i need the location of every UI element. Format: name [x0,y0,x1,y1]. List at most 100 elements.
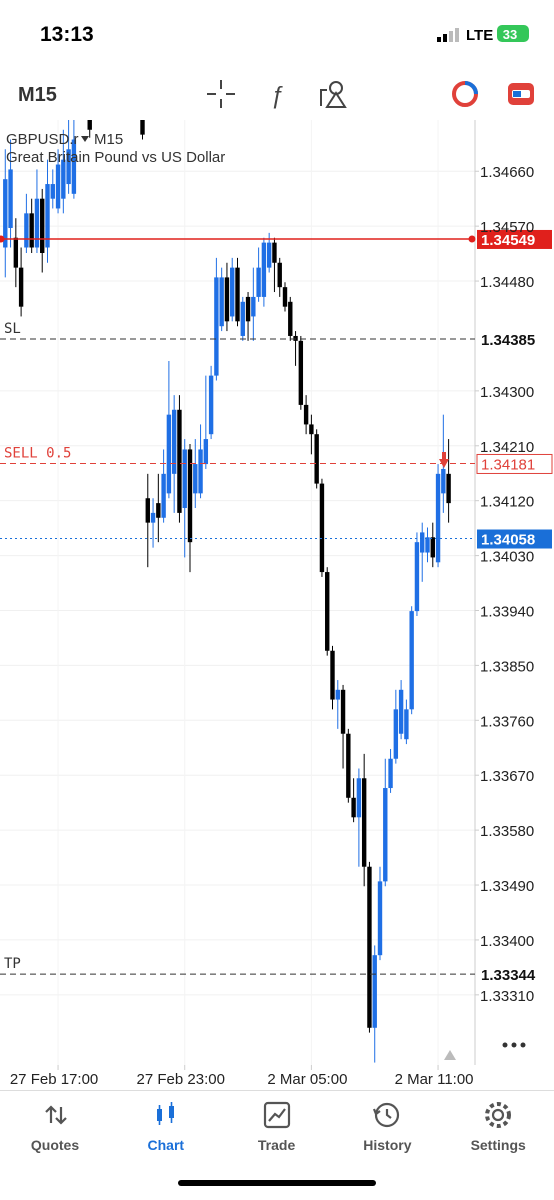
candle-body [8,169,13,228]
symbol[interactable]: GBPUSD.r [6,131,79,148]
y-tick-label: 1.33310 [480,988,534,1005]
candle-body [182,449,187,509]
nav-item[interactable]: Chart [111,1099,221,1153]
candle-body [166,414,172,494]
level-handle [468,235,476,243]
nav-label: Trade [257,1137,296,1153]
candle-body [277,262,282,288]
candle-body [40,198,45,253]
candle-body [346,733,351,798]
price-tag-label: 1.33344 [481,967,536,984]
candle-body [377,881,383,956]
candle-body [240,301,245,336]
candle-body [330,650,335,700]
candle-body [446,473,451,504]
levels: SL 1.34385 SELL 0.5 1.34181 1.34058 1.34549 TP… [0,229,553,985]
level-label: SELL 0.5 [4,445,71,461]
nav-icon [485,1102,512,1128]
indicators-button[interactable]: ƒ [270,82,283,109]
candle-body [198,449,203,494]
candle-body [140,120,145,135]
candle-body [293,335,298,341]
nav-icon [373,1102,400,1128]
level-handle [0,235,5,243]
candles [3,120,451,1063]
symbol-dropdown[interactable] [81,136,89,142]
candle-body [325,572,330,651]
candle-body [224,277,230,322]
candle-body [34,198,40,248]
scroll-end-marker[interactable] [444,1050,456,1060]
nav-icon [156,1102,174,1125]
y-tick-label: 1.33490 [480,878,534,895]
price-tag [477,965,552,985]
candle-body [161,473,166,518]
nav-icon [45,1105,67,1125]
candle-body [367,866,372,1028]
candle-body [24,213,29,248]
candle-body [266,242,272,268]
clock: 13:13 [40,23,94,46]
nav-item[interactable]: Quotes [0,1099,110,1153]
price-tag-label: 1.34549 [481,232,535,249]
candle-body [251,296,256,317]
y-tick-label: 1.33580 [480,823,534,840]
candle-body [335,689,340,700]
price-tag [476,453,553,474]
candle-body [314,434,319,484]
candle-body [340,689,346,734]
nav-item[interactable]: Settings [443,1099,553,1153]
x-tick-label: 27 Feb 17:00 [10,1071,98,1088]
level-label: SL [4,321,21,337]
candle-body [303,404,309,425]
more-button[interactable] [502,1042,526,1048]
candle-body [87,120,92,130]
timeframe-button[interactable]: M15 [18,84,57,106]
candle-body [156,503,161,518]
nav-label: Settings [470,1137,526,1153]
grid [0,120,475,1065]
trade-button[interactable] [452,81,478,107]
candle-body [435,473,441,563]
nav-item[interactable]: History [332,1099,442,1153]
sell-arrow [439,452,449,468]
y-tick-label: 1.33760 [480,713,534,730]
candle-body [441,468,446,494]
candle-body [219,277,224,327]
toolbar: M15 ƒ [18,80,534,109]
account-button[interactable] [508,83,534,105]
candle-body [230,267,235,317]
network: LTE [466,27,493,44]
y-tick-label: 1.34030 [480,549,534,566]
candle-body [177,409,182,513]
candle-body [288,301,293,336]
price-tag [477,529,552,549]
candle-body [430,537,435,558]
y-tick-label: 1.34300 [480,384,534,401]
battery-level: 33 [503,27,517,42]
crosshair-button[interactable] [207,80,235,108]
price-tag [477,229,552,249]
y-tick-label: 1.33670 [480,768,534,785]
bottom-nav: Quotes Chart Trade History Settings [0,1090,554,1200]
battery-icon [497,25,529,42]
candle-body [414,542,420,612]
symbol-description: Great Britain Pound vs US Dollar [6,149,225,166]
objects-button[interactable] [320,81,347,108]
chart: SL 1.34385 SELL 0.5 1.34181 1.34058 1.34549 TP… [0,120,553,1088]
x-tick-label: 2 Mar 05:00 [267,1071,347,1088]
candle-body [50,184,55,199]
y-tick-label: 1.34570 [480,219,534,236]
candle-body [272,242,277,263]
candle-body [361,778,367,867]
candle-body [356,778,362,818]
candle-body [404,709,409,740]
candle-body [3,179,8,248]
nav-item[interactable]: Trade [222,1099,332,1153]
candle-body [425,537,430,553]
y-tick-label: 1.34480 [480,274,534,291]
candle-body [193,464,198,494]
candle-body [282,287,288,307]
price-tag [477,330,552,350]
